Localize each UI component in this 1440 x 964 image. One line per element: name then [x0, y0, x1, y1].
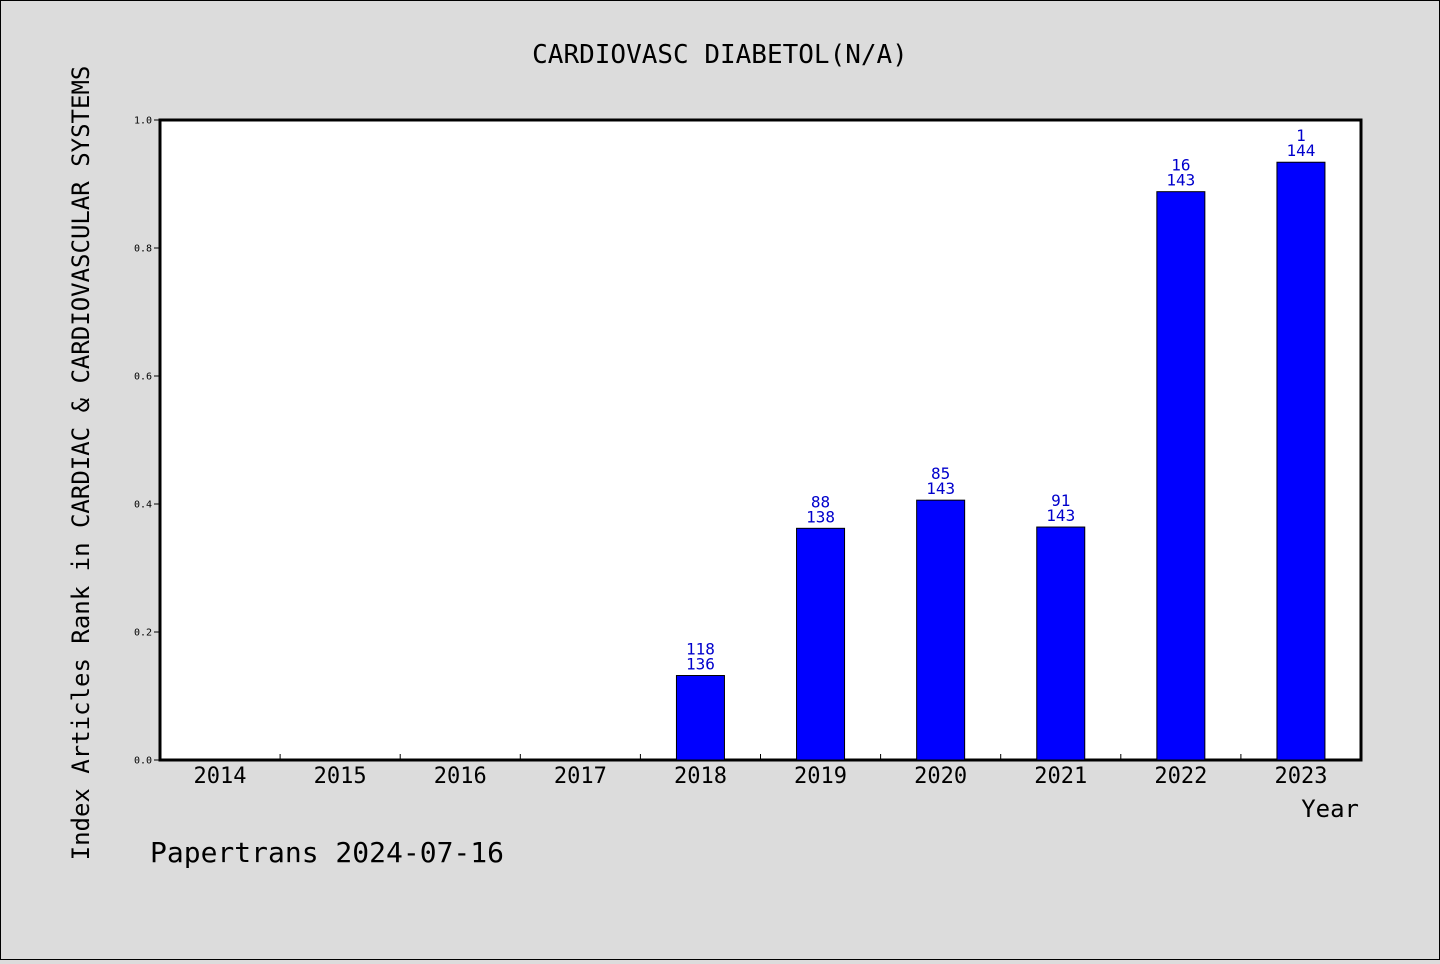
bar-rank-label: 88 — [811, 492, 830, 511]
x-axis: 2014 2015 2016 2017 2018 2019 2020 2021 2022 2023 — [194, 754, 1327, 789]
bar-rank-label: 118 — [686, 640, 715, 659]
bar-rank-label: 16 — [1171, 156, 1190, 175]
y-tick-label: 0.6 — [134, 372, 152, 383]
x-axis-label: Year — [1301, 795, 1359, 823]
x-tick-label: 2014 — [194, 764, 247, 789]
chart-title: CARDIOVASC DIABETOL(N/A) — [532, 40, 908, 70]
bar-total-label: 143 — [1166, 171, 1195, 190]
y-tick-label: 1.0 — [134, 116, 152, 127]
x-tick-label: 2019 — [794, 764, 847, 789]
bar-total-label: 143 — [1046, 506, 1075, 525]
x-tick-label: 2017 — [554, 764, 607, 789]
bar-rank-label: 85 — [931, 464, 950, 483]
x-tick-label: 2016 — [434, 764, 487, 789]
bar-total-label: 144 — [1286, 141, 1315, 160]
y-axis-label: Index Articles Rank in CARDIAC & CARDIOV… — [67, 66, 95, 861]
y-tick-label: 0.8 — [134, 244, 152, 255]
x-tick-label: 2020 — [914, 764, 967, 789]
bar-total-label: 143 — [926, 479, 955, 498]
footer-credit: Papertrans 2024-07-16 — [150, 836, 504, 869]
y-tick-label: 0.4 — [134, 500, 152, 511]
bar-2018 — [675, 675, 725, 761]
y-axis: 0.0 0.2 0.4 0.6 0.8 1.0 — [134, 116, 160, 767]
bars — [675, 161, 1326, 761]
y-tick-label: 0.0 — [134, 756, 152, 767]
bar-rank-label: 1 — [1296, 126, 1306, 145]
x-tick-label: 2015 — [314, 764, 367, 789]
x-tick-label: 2021 — [1034, 764, 1087, 789]
bar-rank-label: 91 — [1051, 491, 1070, 510]
bar-2021 — [1036, 526, 1086, 761]
bar-2020 — [916, 499, 966, 761]
x-tick-label: 2022 — [1154, 764, 1207, 789]
x-tick-label: 2023 — [1274, 764, 1327, 789]
y-tick-label: 0.2 — [134, 628, 152, 639]
bar-2023 — [1276, 161, 1326, 761]
x-tick-label: 2018 — [674, 764, 727, 789]
bar-2019 — [796, 527, 846, 761]
bar-total-label: 138 — [806, 507, 835, 526]
bar-total-label: 136 — [686, 655, 715, 674]
bar-2022 — [1156, 191, 1206, 761]
